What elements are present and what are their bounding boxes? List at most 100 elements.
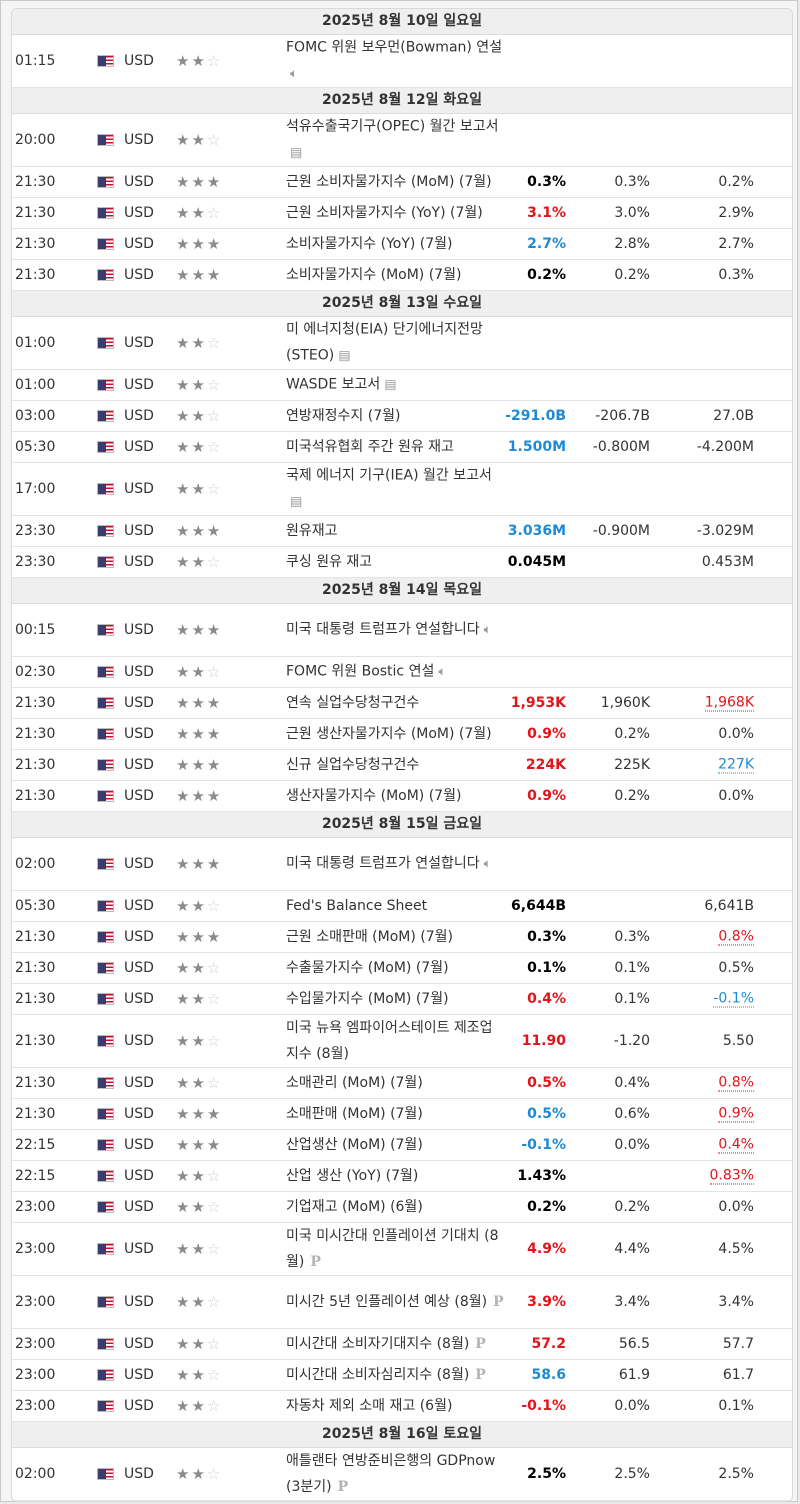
event-name-link[interactable]: 근원 소비자물가지수 (MoM) (7월) xyxy=(286,169,504,195)
event-name-link[interactable]: 산업 생산 (YoY) (7월) xyxy=(286,1163,504,1189)
event-name-link[interactable]: 소매판매 (MoM) (7월) xyxy=(286,1101,504,1127)
event-name-link[interactable]: 소매관리 (MoM) (7월) xyxy=(286,1070,504,1096)
event-row[interactable]: 21:30 USD ★★☆ 근원 소비자물가지수 (YoY) (7월) 3.1% 3.0%… xyxy=(12,198,792,229)
event-row[interactable]: 05:30 USD ★★☆ Fed's Balance Sheet 6,644B 6,64… xyxy=(12,891,792,922)
event-name-link[interactable]: 석유수출국기구(OPEC) 월간 보고서 ▤ xyxy=(286,114,504,167)
event-row[interactable]: 20:00 USD ★★☆ 석유수출국기구(OPEC) 월간 보고서▤ xyxy=(12,114,792,167)
event-row[interactable]: 23:00 USD ★★☆ 미시간대 소비자기대지수 (8월) P 57.2 56.5 57.… xyxy=(12,1329,792,1360)
forecast-value: 0.2% xyxy=(614,726,650,742)
event-row[interactable]: 23:00 USD ★★☆ 미국 미시간대 인플레이션 기대치 (8월) P 4.9% 4.… xyxy=(12,1223,792,1276)
event-row[interactable]: 23:00 USD ★★☆ 기업재고 (MoM) (6월) 0.2% 0.2% 0.0% xyxy=(12,1192,792,1223)
event-name-link[interactable]: 미시간대 소비자심리지수 (8월) P xyxy=(286,1362,504,1388)
event-row[interactable]: 21:30 USD ★★☆ 수출물가지수 (MoM) (7월) 0.1% 0.1% 0.5% xyxy=(12,953,792,984)
event-name-link[interactable]: 신규 실업수당청구건수 xyxy=(286,752,504,778)
event-row[interactable]: 01:00 USD ★★☆ 미 에너지청(EIA) 단기에너지전망(STEO) ▤ xyxy=(12,317,792,370)
star-icon: ★ xyxy=(191,1293,207,1311)
previous-value: 2.9% xyxy=(718,205,754,221)
event-row[interactable]: 21:30 USD ★★☆ 미국 뉴욕 엠파이어스테이트 제조업지수 (8월) 11.9… xyxy=(12,1015,792,1068)
event-row[interactable]: 21:30 USD ★★★ 소비자물가지수 (YoY) (7월) 2.7% 2.8% 2.7… xyxy=(12,229,792,260)
event-name-link[interactable]: 미국 대통령 트럼프가 연설합니다 🔈︎ xyxy=(286,851,504,878)
event-row[interactable]: 21:30 USD ★★★ 연속 실업수당청구건수 1,953K 1,960K 1,968K xyxy=(12,688,792,719)
event-name-link[interactable]: 자동차 제외 소매 재고 (6월) xyxy=(286,1393,504,1419)
event-row[interactable]: 21:30 USD ★★★ 근원 소매판매 (MoM) (7월) 0.3% 0.3% 0.8… xyxy=(12,922,792,953)
previous-value[interactable]: 227K xyxy=(718,756,754,774)
currency-code: USD xyxy=(124,929,154,945)
event-name-link[interactable]: 근원 소매판매 (MoM) (7월) xyxy=(286,924,504,950)
event-row[interactable]: 00:15 USD ★★★ 미국 대통령 트럼프가 연설합니다 🔈︎ xyxy=(12,604,792,657)
event-name-link[interactable]: FOMC 위원 Bostic 연설 🔈︎ xyxy=(286,659,504,686)
previous-value[interactable]: 0.8% xyxy=(718,1074,754,1092)
event-name-link[interactable]: 애틀랜타 연방준비은행의 GDPnow (3분기) P xyxy=(286,1448,504,1500)
event-row[interactable]: 01:15 USD ★★☆ FOMC 위원 보우먼(Bowman) 연설🔈︎ xyxy=(12,35,792,88)
event-row[interactable]: 21:30 USD ★★☆ 수입물가지수 (MoM) (7월) 0.4% 0.1% -0.1… xyxy=(12,984,792,1015)
event-row[interactable]: 02:00 USD ★★☆ 애틀랜타 연방준비은행의 GDPnow (3분기) P 2.5… xyxy=(12,1448,792,1501)
previous-value[interactable]: 0.8% xyxy=(718,928,754,946)
event-name-link[interactable]: 수출물가지수 (MoM) (7월) xyxy=(286,955,504,981)
star-icon: ★ xyxy=(191,376,207,394)
event-name-link[interactable]: 미시간 5년 인플레이션 예상 (8월) P xyxy=(286,1289,504,1315)
event-row[interactable]: 23:30 USD ★★★ 원유재고 3.036M -0.900M -3.029M xyxy=(12,516,792,547)
previous-value[interactable]: 0.9% xyxy=(718,1105,754,1123)
previous-value[interactable]: 0.4% xyxy=(718,1136,754,1154)
event-name-link[interactable]: 수입물가지수 (MoM) (7월) xyxy=(286,986,504,1012)
currency-code: USD xyxy=(124,523,154,539)
event-row[interactable]: 23:00 USD ★★☆ 자동차 제외 소매 재고 (6월) -0.1% 0.0% 0.1… xyxy=(12,1391,792,1422)
event-row[interactable]: 01:00 USD ★★☆ WASDE 보고서 ▤ xyxy=(12,370,792,401)
us-flag-icon xyxy=(97,1296,114,1308)
event-row[interactable]: 21:30 USD ★★★ 근원 생산자물가지수 (MoM) (7월) 0.9% 0.2%… xyxy=(12,719,792,750)
event-row[interactable]: 23:00 USD ★★☆ 미시간대 소비자심리지수 (8월) P 58.6 61.9 61.… xyxy=(12,1360,792,1391)
event-name-link[interactable]: 생산자물가지수 (MoM) (7월) xyxy=(286,783,504,809)
event-name-link[interactable]: 원유재고 xyxy=(286,518,504,544)
event-row[interactable]: 23:30 USD ★★☆ 쿠싱 원유 재고 0.045M 0.453M xyxy=(12,547,792,578)
event-name-link[interactable]: 근원 소비자물가지수 (YoY) (7월) xyxy=(286,200,504,226)
forecast-value: 0.2% xyxy=(614,788,650,804)
event-name-link[interactable]: WASDE 보고서 ▤ xyxy=(286,372,504,399)
star-icon: ★ xyxy=(176,235,192,253)
previous-value[interactable]: 0.83% xyxy=(709,1167,754,1185)
event-row[interactable]: 22:15 USD ★★☆ 산업 생산 (YoY) (7월) 1.43% 0.83% xyxy=(12,1161,792,1192)
actual-value: 0.9% xyxy=(527,788,566,804)
currency-code: USD xyxy=(124,1033,154,1049)
previous-value[interactable]: 1,968K xyxy=(704,694,754,712)
event-name-link[interactable]: 소비자물가지수 (MoM) (7월) xyxy=(286,262,504,288)
event-name-link[interactable]: Fed's Balance Sheet xyxy=(286,893,504,919)
importance-stars: ★★★ xyxy=(176,855,222,873)
event-name-link[interactable]: 미국 대통령 트럼프가 연설합니다 🔈︎ xyxy=(286,617,504,644)
event-name-link[interactable]: 미국 미시간대 인플레이션 기대치 (8월) P xyxy=(286,1223,504,1275)
event-name-link[interactable]: 기업재고 (MoM) (6월) xyxy=(286,1194,504,1220)
event-row[interactable]: 05:30 USD ★★☆ 미국석유협회 주간 원유 재고 1.500M -0.800M -… xyxy=(12,432,792,463)
event-row[interactable]: 03:00 USD ★★☆ 연방재정수지 (7월) -291.0B -206.7B 27.0… xyxy=(12,401,792,432)
event-name-link[interactable]: 연방재정수지 (7월) xyxy=(286,403,504,429)
event-name-link[interactable]: 미 에너지청(EIA) 단기에너지전망(STEO) ▤ xyxy=(286,317,504,370)
star-icon: ☆ xyxy=(206,334,223,352)
event-name-link[interactable]: 쿠싱 원유 재고 xyxy=(286,549,504,575)
event-row[interactable]: 21:30 USD ★★★ 생산자물가지수 (MoM) (7월) 0.9% 0.2% 0.0… xyxy=(12,781,792,812)
event-name-link[interactable]: 연속 실업수당청구건수 xyxy=(286,690,504,716)
forecast-value: 0.1% xyxy=(614,960,650,976)
us-flag-icon xyxy=(97,1369,114,1381)
event-row[interactable]: 21:30 USD ★★★ 근원 소비자물가지수 (MoM) (7월) 0.3% 0.3%… xyxy=(12,167,792,198)
event-row[interactable]: 17:00 USD ★★☆ 국제 에너지 기구(IEA) 월간 보고서▤ xyxy=(12,463,792,516)
event-row[interactable]: 23:00 USD ★★☆ 미시간 5년 인플레이션 예상 (8월) P 3.9% 3.4%… xyxy=(12,1276,792,1329)
currency-code: USD xyxy=(124,1075,154,1091)
event-name-link[interactable]: 미시간대 소비자기대지수 (8월) P xyxy=(286,1331,504,1357)
event-name-link[interactable]: 산업생산 (MoM) (7월) xyxy=(286,1132,504,1158)
event-name-link[interactable]: 국제 에너지 기구(IEA) 월간 보고서 ▤ xyxy=(286,463,504,516)
previous-value: 2.5% xyxy=(718,1466,754,1482)
event-row[interactable]: 22:15 USD ★★★ 산업생산 (MoM) (7월) -0.1% 0.0% 0.4% xyxy=(12,1130,792,1161)
event-name-link[interactable]: 소비자물가지수 (YoY) (7월) xyxy=(286,231,504,257)
event-row[interactable]: 21:30 USD ★★☆ 소매관리 (MoM) (7월) 0.5% 0.4% 0.8% xyxy=(12,1068,792,1099)
event-name-link[interactable]: 미국 뉴욕 엠파이어스테이트 제조업지수 (8월) xyxy=(286,1015,504,1067)
event-name-link[interactable]: FOMC 위원 보우먼(Bowman) 연설 🔈︎ xyxy=(286,35,504,88)
event-name-link[interactable]: 미국석유협회 주간 원유 재고 xyxy=(286,434,504,460)
event-name-link[interactable]: 근원 생산자물가지수 (MoM) (7월) xyxy=(286,721,504,747)
previous-value[interactable]: -0.1% xyxy=(713,990,754,1008)
event-name: 근원 소비자물가지수 (YoY) (7월) xyxy=(286,205,483,221)
event-row[interactable]: 02:30 USD ★★☆ FOMC 위원 Bostic 연설 🔈︎ xyxy=(12,657,792,688)
event-row[interactable]: 21:30 USD ★★★ 소비자물가지수 (MoM) (7월) 0.2% 0.2% 0.3… xyxy=(12,260,792,291)
event-row[interactable]: 21:30 USD ★★★ 신규 실업수당청구건수 224K 225K 227K xyxy=(12,750,792,781)
event-row[interactable]: 02:00 USD ★★★ 미국 대통령 트럼프가 연설합니다 🔈︎ xyxy=(12,838,792,891)
actual-value: 11.90 xyxy=(521,1033,566,1049)
event-row[interactable]: 21:30 USD ★★★ 소매판매 (MoM) (7월) 0.5% 0.6% 0.9% xyxy=(12,1099,792,1130)
star-icon: ★ xyxy=(206,266,223,284)
